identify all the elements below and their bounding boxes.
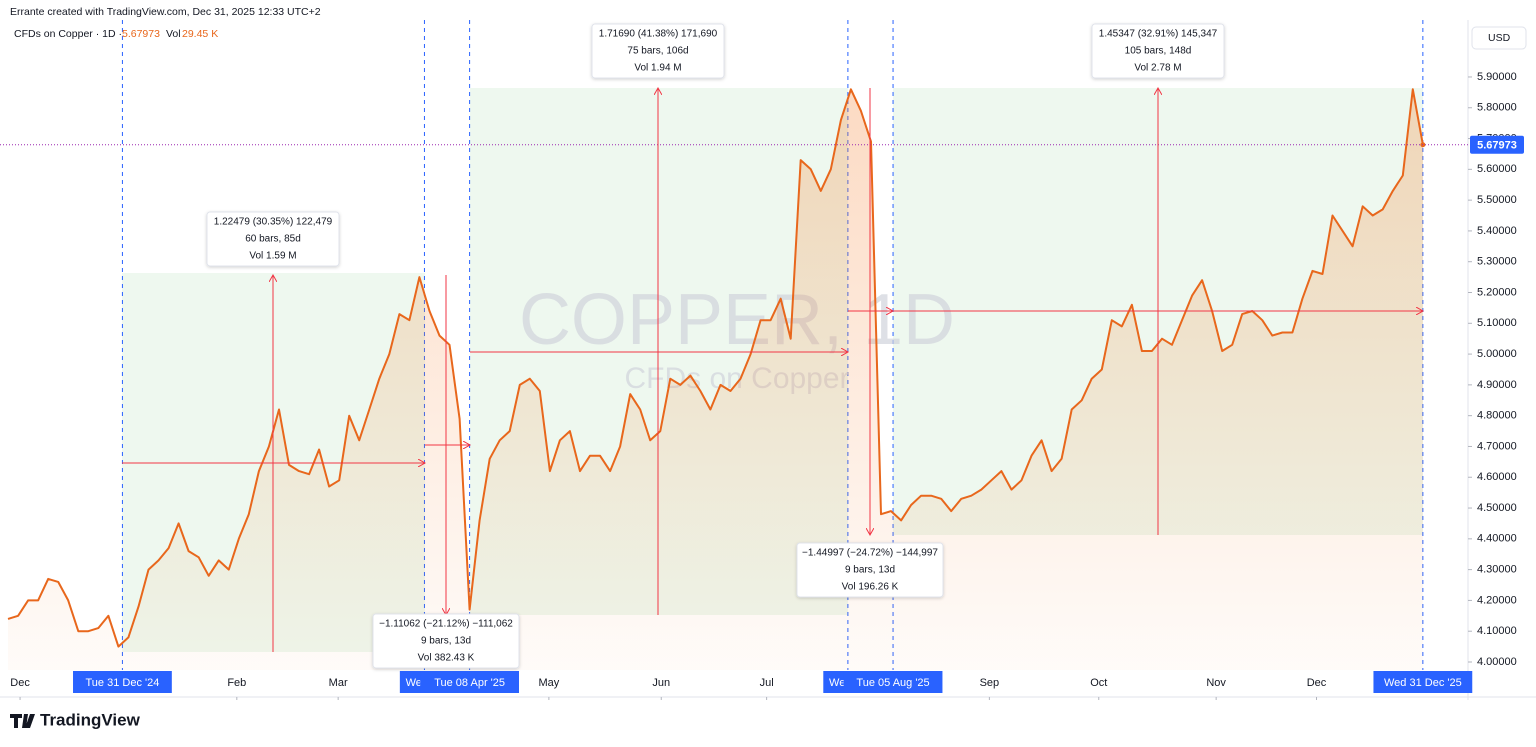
measure-text: 60 bars, 85d [245,234,301,245]
y-tick-label: 4.80000 [1477,410,1517,422]
currency-label: USD [1488,32,1511,44]
y-tick-label: 4.70000 [1477,440,1517,452]
y-tick-label: 5.50000 [1477,194,1517,206]
legend-symbol: CFDs on Copper · 1D · [14,28,122,40]
x-tick-label: Dec [1307,677,1327,689]
x-tick-label: Oct [1090,677,1107,689]
y-tick-label: 4.10000 [1477,625,1517,637]
measure-box [591,23,725,79]
y-tick-label: 5.90000 [1477,71,1517,83]
measure-text: 1.45347 (32.91%) 145,347 [1099,29,1218,40]
measure-text: Vol 2.78 M [1134,63,1181,74]
measure-text: 1.71690 (41.38%) 171,690 [599,29,718,40]
brand-name: TradingView [40,710,141,729]
y-tick-label: 5.10000 [1477,317,1517,329]
price-line [7,88,1424,648]
measure-text: Vol 1.94 M [634,63,681,74]
measure-text: 105 bars, 148d [1125,46,1192,57]
measure-text: −1.11062 (−21.12%) −111,062 [379,619,513,630]
price-area [8,89,1423,671]
header-title: Errante created with TradingView.com, De… [10,6,321,18]
marker-label: Tue 08 Apr '25 [434,677,505,689]
y-tick-label: 4.60000 [1477,471,1517,483]
y-tick-label: 5.00000 [1477,348,1517,360]
brand-logo: TradingView [10,710,141,729]
x-tick-label: Nov [1206,677,1226,689]
current-price-label: 5.67973 [1477,140,1517,152]
y-tick-label: 5.60000 [1477,163,1517,175]
marker-label-bg [843,671,943,693]
measure-text: Vol 196.26 K [842,582,899,593]
marker-label-bg [73,671,172,693]
y-tick-label: 4.30000 [1477,564,1517,576]
brand-icon [10,714,35,728]
y-tick-label: 5.80000 [1477,102,1517,114]
measure-text: Vol 1.59 M [249,251,296,262]
annotation-layer: 4.00000 4.10000 4.20000 4.30000 4.40000 4.500… [10,23,1524,700]
y-tick-label: 4.50000 [1477,502,1517,514]
legend-price: 5.67973 [122,28,160,40]
y-tick-label: 5.20000 [1477,286,1517,298]
measure-box [372,613,520,669]
plot-layer [0,88,1468,671]
measure-text: Vol 382.43 K [418,653,475,664]
y-tick-label: 4.90000 [1477,379,1517,391]
x-tick-label: May [538,677,559,689]
x-tick-label: Dec [10,677,30,689]
y-tick-label: 4.20000 [1477,594,1517,606]
measure-text: 9 bars, 13d [845,565,895,576]
x-tick-label: Jul [760,677,774,689]
watermark: COPPER, 1D [519,280,955,360]
measure-text: 1.22479 (30.35%) 122,479 [214,217,333,228]
y-tick-label: 4.00000 [1477,656,1517,668]
currency-button[interactable] [1471,26,1527,50]
marker-label-bg [1373,671,1473,693]
current-price-badge [1470,135,1524,154]
marker-label: Wed 31 Dec '25 [1384,677,1462,689]
legend-volume-label: Vol [166,28,181,40]
measure-box [1091,23,1225,79]
measure-text: −1.44997 (−24.72%) −144,997 [802,548,938,559]
y-tick-label: 5.40000 [1477,225,1517,237]
legend-volume-value: 29.45 K [182,28,218,40]
x-tick-label: Feb [227,677,246,689]
marker-label: Tue 05 Aug '25 [856,677,929,689]
measure-box [796,542,944,598]
marker-label: Tue 31 Dec '24 [85,677,159,689]
y-tick-label: 5.30000 [1477,256,1517,268]
x-tick-label: Mar [329,677,348,689]
measure-box [206,211,340,267]
measure-text: 75 bars, 106d [627,46,688,57]
x-tick-label: Jun [652,677,670,689]
x-tick-label: Sep [980,677,1000,689]
measure-text: 9 bars, 13d [421,636,471,647]
y-tick-label: 4.40000 [1477,533,1517,545]
marker-label-bg [420,671,520,693]
